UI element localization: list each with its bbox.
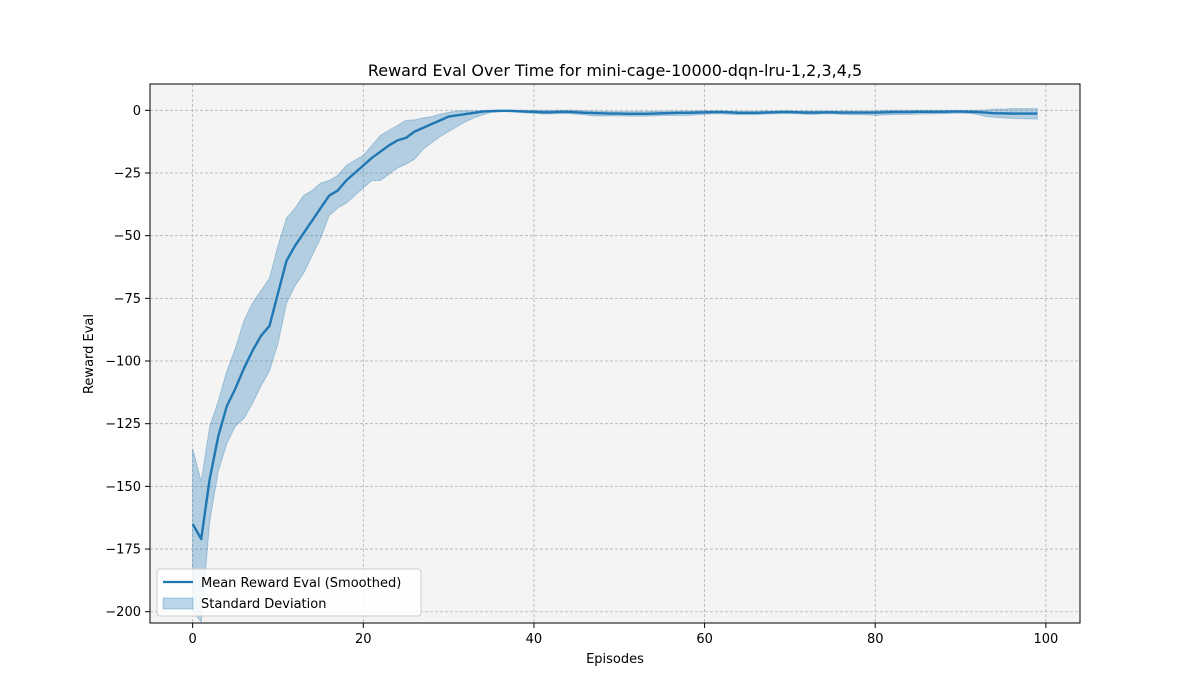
y-axis-title: Reward Eval	[82, 314, 97, 394]
mean-reward-line	[191, 109, 1038, 541]
mean-line-layer	[191, 109, 1038, 541]
x-tick-label: 100	[1033, 632, 1058, 647]
x-tick-label: 80	[867, 632, 884, 647]
x-axis-ticks: 0 20 40 60 80 100	[189, 623, 1058, 647]
y-tick-label: −150	[105, 480, 141, 495]
y-tick-label: −25	[114, 166, 141, 181]
legend-box	[156, 568, 422, 617]
y-tick-label: 0	[133, 104, 141, 119]
y-tick-label: −100	[105, 355, 141, 370]
plot-area	[150, 84, 1080, 623]
legend-label-std: Standard Deviation	[201, 597, 326, 612]
y-tick-label: −75	[114, 292, 141, 307]
x-tick-label: 40	[526, 632, 543, 647]
legend-band-swatch	[162, 597, 194, 610]
y-tick-label: −175	[105, 543, 141, 558]
legend: Mean Reward Eval (Smoothed) Standard Dev…	[156, 568, 422, 617]
y-axis-ticks: 0 −25 −50 −75 −100 −125 −150 −175 −200	[105, 104, 150, 620]
y-tick-label: −200	[105, 605, 141, 620]
x-axis-title: Episodes	[586, 652, 644, 667]
x-tick-label: 20	[355, 632, 372, 647]
std-deviation-band	[192, 108, 1038, 623]
std-band-layer	[192, 108, 1038, 623]
chart-title: Reward Eval Over Time for mini-cage-1000…	[368, 61, 862, 80]
y-tick-label: −125	[105, 417, 141, 432]
legend-label-mean: Mean Reward Eval (Smoothed)	[201, 576, 401, 591]
y-tick-label: −50	[114, 229, 141, 244]
plot-frame	[149, 83, 1081, 624]
x-tick-label: 0	[189, 632, 197, 647]
x-tick-label: 60	[696, 632, 713, 647]
